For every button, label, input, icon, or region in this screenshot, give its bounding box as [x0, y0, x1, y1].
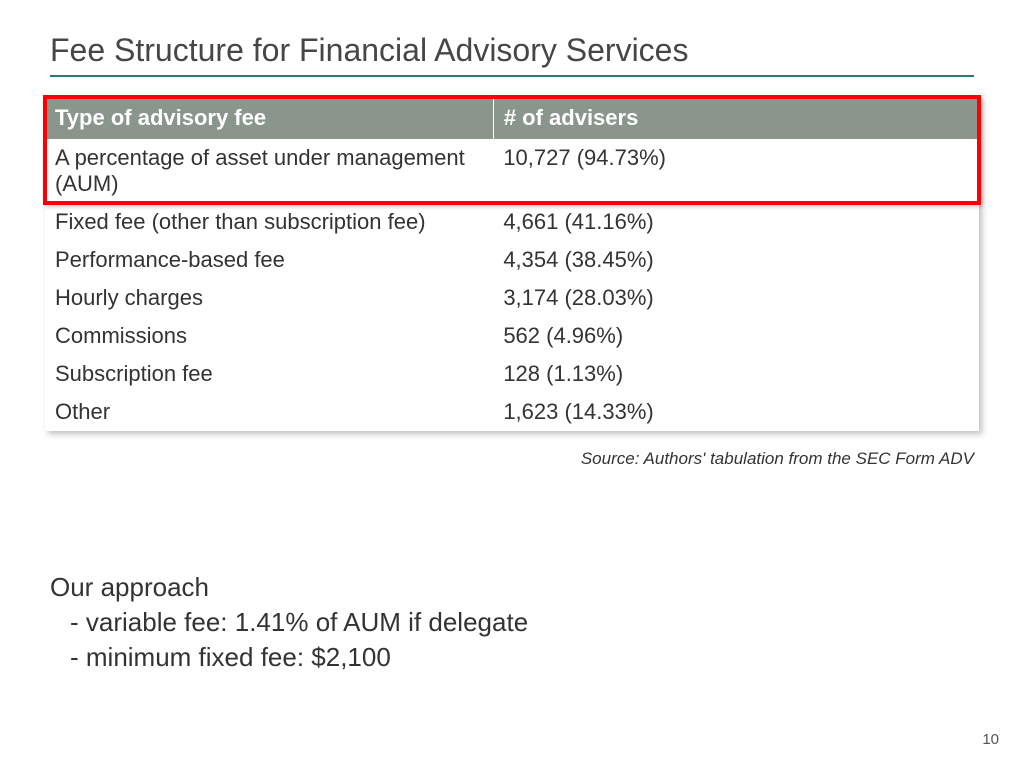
approach-line: - minimum fixed fee: $2,100 — [50, 640, 528, 675]
source-note: Source: Authors' tabulation from the SEC… — [0, 449, 974, 469]
fee-table-container: Type of advisory fee # of advisers A per… — [45, 97, 979, 431]
table-row: Hourly charges 3,174 (28.03%) — [45, 279, 979, 317]
cell-advisers: 4,354 (38.45%) — [493, 241, 979, 279]
cell-advisers: 10,727 (94.73%) — [493, 139, 979, 203]
cell-fee-type: Performance-based fee — [45, 241, 493, 279]
page-number: 10 — [982, 731, 999, 748]
col-header-fee-type: Type of advisory fee — [45, 97, 493, 139]
table-row: Performance-based fee 4,354 (38.45%) — [45, 241, 979, 279]
cell-fee-type: Hourly charges — [45, 279, 493, 317]
cell-advisers: 1,623 (14.33%) — [493, 393, 979, 431]
cell-fee-type: A percentage of asset under management (… — [45, 139, 493, 203]
approach-heading: Our approach — [50, 570, 528, 605]
table-row: Subscription fee 128 (1.13%) — [45, 355, 979, 393]
title-underline — [50, 75, 974, 77]
cell-fee-type: Other — [45, 393, 493, 431]
cell-advisers: 562 (4.96%) — [493, 317, 979, 355]
slide-title: Fee Structure for Financial Advisory Ser… — [0, 0, 1024, 75]
table-row: Fixed fee (other than subscription fee) … — [45, 203, 979, 241]
table-row: Commissions 562 (4.96%) — [45, 317, 979, 355]
cell-fee-type: Commissions — [45, 317, 493, 355]
approach-line: - variable fee: 1.41% of AUM if delegate — [50, 605, 528, 640]
cell-fee-type: Fixed fee (other than subscription fee) — [45, 203, 493, 241]
table-row: Other 1,623 (14.33%) — [45, 393, 979, 431]
table-row: A percentage of asset under management (… — [45, 139, 979, 203]
fee-table: Type of advisory fee # of advisers A per… — [45, 97, 979, 431]
approach-block: Our approach - variable fee: 1.41% of AU… — [50, 570, 528, 675]
cell-fee-type: Subscription fee — [45, 355, 493, 393]
cell-advisers: 4,661 (41.16%) — [493, 203, 979, 241]
table-header-row: Type of advisory fee # of advisers — [45, 97, 979, 139]
cell-advisers: 128 (1.13%) — [493, 355, 979, 393]
col-header-advisers: # of advisers — [493, 97, 979, 139]
cell-advisers: 3,174 (28.03%) — [493, 279, 979, 317]
